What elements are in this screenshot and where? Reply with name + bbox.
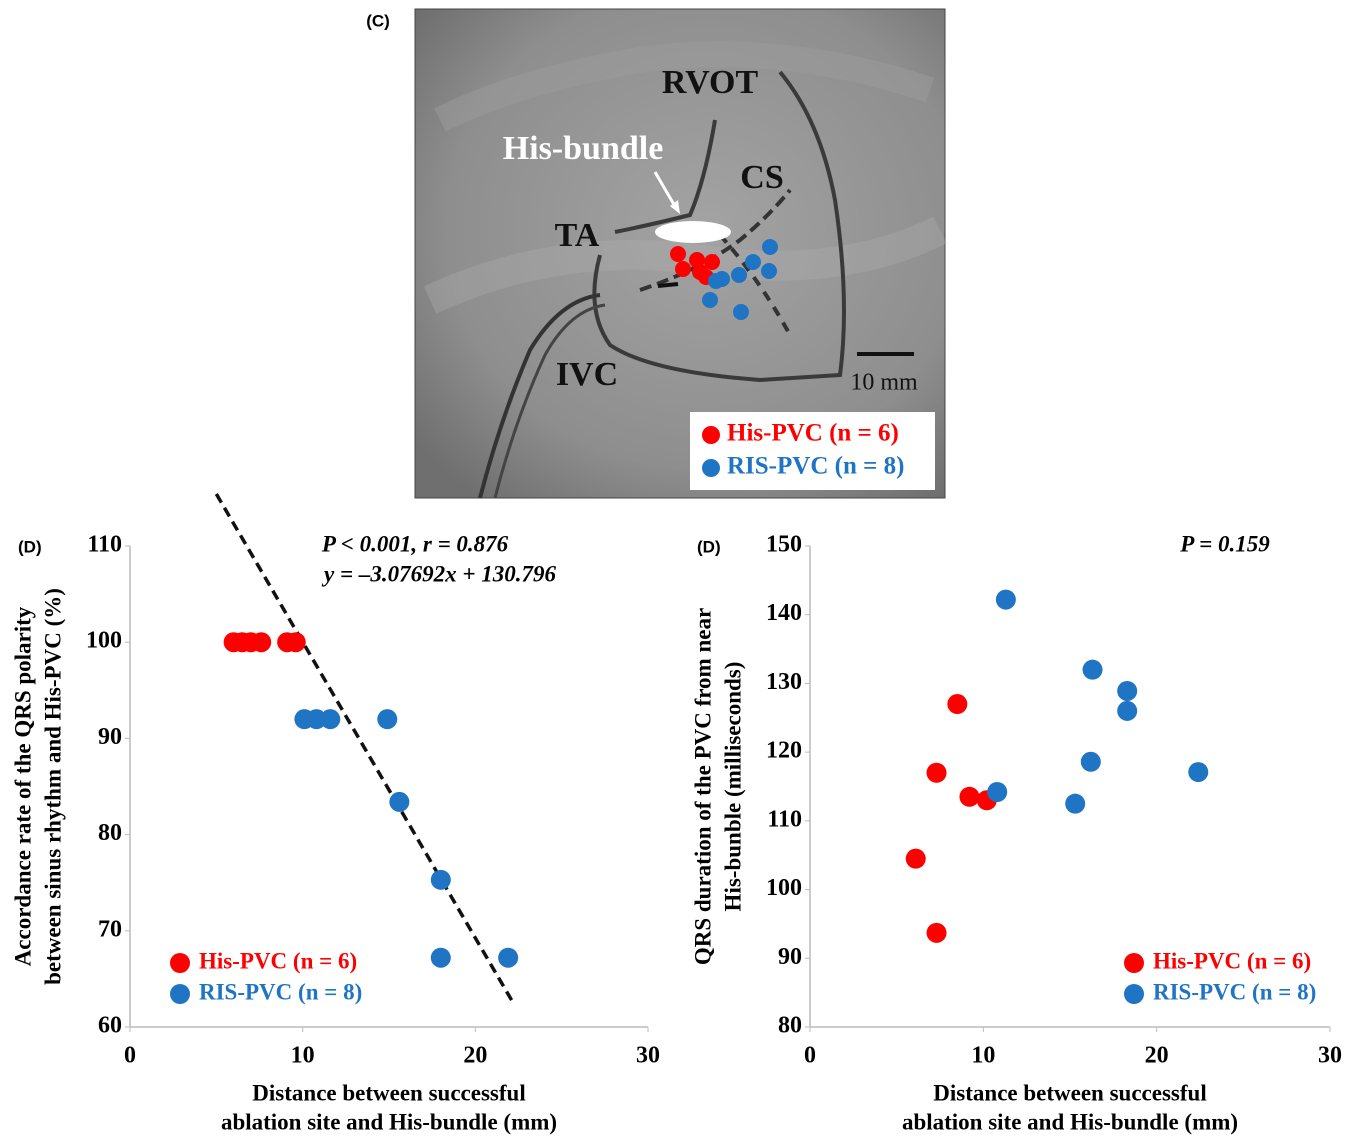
point: [1117, 700, 1138, 721]
x-tick-label: 10: [291, 1043, 315, 1069]
point: [389, 791, 410, 812]
legend-marker: [170, 984, 190, 1004]
x-tick-label: 30: [636, 1043, 660, 1069]
x-axis-label: Distance between successful: [933, 1080, 1206, 1105]
scale-label: 10 mm: [850, 370, 918, 396]
y-tick-label: 90: [778, 944, 802, 970]
point: [926, 762, 947, 783]
y-tick-label: 100: [766, 875, 802, 901]
point: [377, 709, 398, 730]
x-tick-label: 20: [1145, 1043, 1169, 1069]
y-tick-label: 80: [98, 820, 122, 846]
annotation: P = 0.159: [1179, 531, 1270, 556]
x-tick-label: 0: [124, 1043, 136, 1069]
point: [947, 694, 968, 715]
legend-label: RIS-PVC (n = 8): [199, 979, 362, 1004]
y-tick-label: 140: [766, 600, 802, 626]
x-tick-label: 0: [804, 1043, 816, 1069]
point: [430, 869, 451, 890]
y-tick-label: 100: [86, 628, 122, 654]
y-tick-label: 60: [98, 1013, 122, 1039]
x-tick-label: 10: [971, 1043, 995, 1069]
x-tick-label: 20: [463, 1043, 487, 1069]
annotation: y = –3.07692x + 130.796: [321, 561, 556, 586]
image-annotation: TA: [555, 217, 600, 254]
x-axis-label: Distance between successful: [252, 1080, 525, 1105]
point: [1188, 762, 1209, 783]
y-tick-label: 70: [98, 916, 122, 942]
point: [1080, 751, 1101, 772]
image-annotation: IVC: [556, 356, 618, 393]
y-tick-label: 150: [766, 532, 802, 558]
point: [285, 632, 306, 653]
y-axis-label: Accordance rate of the QRS polarity: [10, 606, 35, 966]
point: [320, 709, 341, 730]
legend-label: His-PVC (n = 6): [199, 948, 357, 973]
x-axis-label: ablation site and His-bundle (mm): [221, 1109, 557, 1134]
x-tick-label: 30: [1318, 1043, 1342, 1069]
y-axis-label: His-bunble (milliseconds): [720, 662, 745, 912]
point: [430, 947, 451, 968]
point: [959, 786, 980, 807]
y-tick-label: 90: [98, 724, 122, 750]
x-axis-label: ablation site and His-bundle (mm): [902, 1109, 1238, 1134]
panel-label: (C): [366, 11, 390, 30]
panel-label: (D): [697, 537, 721, 556]
point: [251, 632, 272, 653]
legend-label: His-PVC (n = 6): [727, 420, 899, 447]
point: [306, 709, 327, 730]
y-tick-label: 130: [766, 669, 802, 695]
annotation: P < 0.001, r = 0.876: [321, 531, 509, 556]
point: [1082, 659, 1103, 680]
y-axis-label: between sinus rhythm and His-PVC (%): [40, 588, 65, 985]
point: [1117, 680, 1138, 701]
image-annotation: His-bundle: [503, 130, 664, 167]
point: [926, 922, 947, 943]
y-tick-label: 110: [87, 532, 122, 558]
image-annotation: RVOT: [662, 64, 759, 101]
legend-marker: [1124, 984, 1144, 1004]
legend-marker: [1124, 953, 1144, 973]
legend-label: RIS-PVC (n = 8): [727, 453, 904, 480]
legend-label: His-PVC (n = 6): [1153, 948, 1311, 973]
image-annotation: CS: [740, 159, 783, 196]
y-tick-label: 80: [778, 1013, 802, 1039]
legend-marker: [170, 953, 190, 973]
legend-label: RIS-PVC (n = 8): [1153, 979, 1316, 1004]
point: [1065, 793, 1086, 814]
y-tick-label: 110: [767, 806, 802, 832]
point: [905, 848, 926, 869]
panel-label: (D): [18, 537, 42, 556]
point: [995, 589, 1016, 610]
y-axis-label: QRS duration of the PVC from near: [690, 608, 715, 965]
point: [498, 947, 519, 968]
point: [987, 781, 1008, 802]
trendline: [214, 493, 515, 1004]
fluoroscopy-image: [414, 8, 947, 499]
y-tick-label: 120: [766, 738, 802, 764]
